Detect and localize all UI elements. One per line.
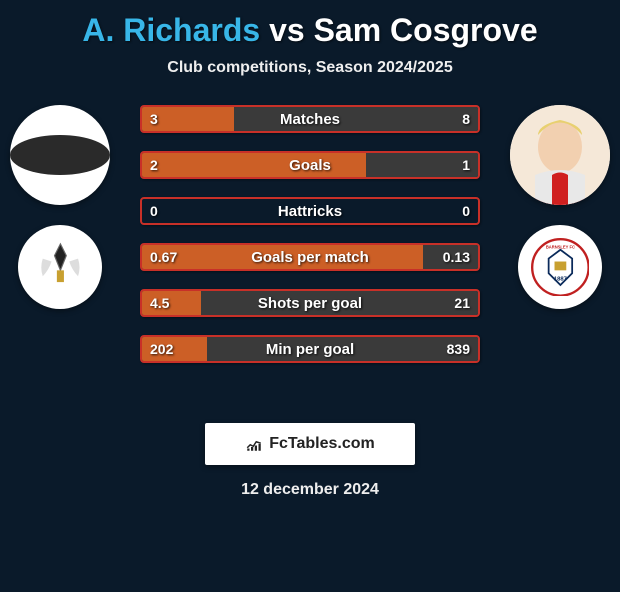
barnsley-crest-icon: 1887 BARNSLEY FC — [531, 238, 590, 297]
stat-row: 0.670.13Goals per match — [140, 243, 480, 271]
vs-text: vs — [269, 12, 305, 48]
stat-value-left: 0 — [142, 199, 166, 223]
stat-value-right: 8 — [454, 107, 478, 131]
bar-fill-left — [142, 153, 366, 177]
player2-name: Sam Cosgrove — [314, 12, 538, 48]
crest-icon — [31, 238, 90, 297]
stat-value-right: 1 — [454, 153, 478, 177]
stat-value-left: 202 — [142, 337, 181, 361]
stat-row: 21Goals — [140, 151, 480, 179]
right-column: 1887 BARNSLEY FC — [500, 105, 620, 309]
stat-value-right: 0.13 — [435, 245, 478, 269]
chart-icon — [245, 435, 263, 453]
stat-row: 38Matches — [140, 105, 480, 133]
stat-value-right: 21 — [446, 291, 478, 315]
player-photo-icon — [510, 105, 610, 205]
stat-label: Hattricks — [142, 199, 478, 223]
stat-row: 0 0Hattricks — [140, 197, 480, 225]
date-text: 12 december 2024 — [0, 481, 620, 499]
svg-text:BARNSLEY FC: BARNSLEY FC — [545, 244, 574, 249]
stat-row: 4.521Shots per goal — [140, 289, 480, 317]
bar-fill-right — [234, 107, 478, 131]
left-column — [0, 105, 120, 309]
subtitle: Club competitions, Season 2024/2025 — [0, 59, 620, 77]
comparison-content: 1887 BARNSLEY FC 38Matches21Goals00Hattr… — [0, 105, 620, 405]
player1-avatar — [10, 105, 110, 205]
comparison-title: A. Richards vs Sam Cosgrove — [0, 12, 620, 49]
stat-bars: 38Matches21Goals00Hattricks0.670.13Goals… — [140, 105, 480, 363]
player2-club-crest: 1887 BARNSLEY FC — [518, 225, 602, 309]
silhouette-icon — [10, 105, 110, 205]
stat-value-left: 3 — [142, 107, 166, 131]
stat-row: 202839Min per goal — [140, 335, 480, 363]
stat-value-left: 2 — [142, 153, 166, 177]
player1-name: A. Richards — [82, 12, 260, 48]
stat-value-right: 839 — [439, 337, 478, 361]
player1-club-crest — [18, 225, 102, 309]
stat-value-left: 4.5 — [142, 291, 177, 315]
stat-value-left: 0.67 — [142, 245, 185, 269]
bar-fill-right — [201, 291, 478, 315]
brand-badge: FcTables.com — [205, 423, 415, 465]
player2-avatar — [510, 105, 610, 205]
svg-text:1887: 1887 — [553, 276, 566, 282]
bar-fill-right — [207, 337, 478, 361]
brand-text: FcTables.com — [269, 435, 375, 453]
stat-value-right: 0 — [454, 199, 478, 223]
